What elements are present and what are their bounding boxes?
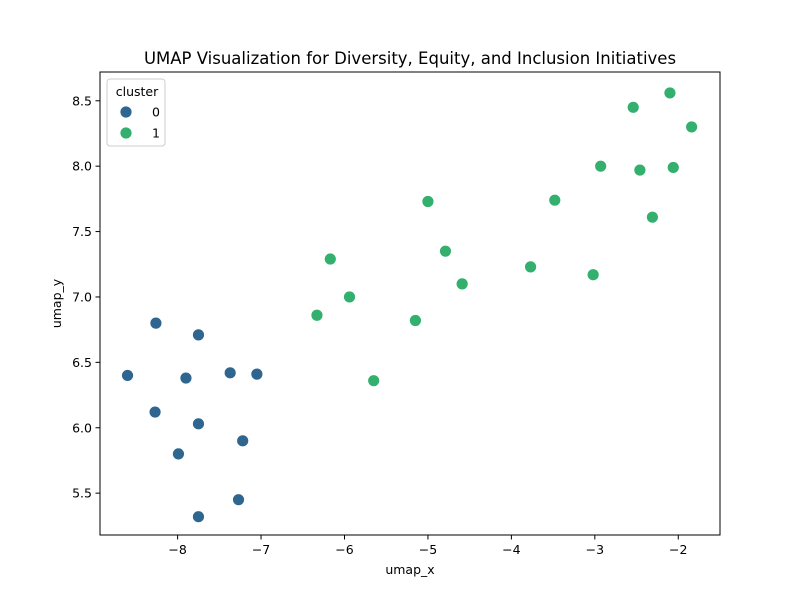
x-axis-ticks: −8 −7 −6 −5 −4 −3 −2	[168, 535, 687, 557]
cluster-1-point	[626, 100, 640, 114]
cluster-1-point	[666, 161, 680, 174]
cluster-1-point	[646, 210, 659, 224]
cluster-0-point	[121, 369, 134, 382]
legend-entries: 01	[119, 105, 160, 141]
cluster-0-point	[148, 405, 162, 419]
points-layer	[121, 86, 699, 524]
legend-label-cluster-0: 0	[152, 105, 160, 120]
legend: cluster 01	[106, 78, 166, 147]
cluster-1-point	[323, 252, 337, 266]
cluster-0-point	[179, 371, 193, 385]
y-tick-label: 6.5	[72, 355, 92, 370]
cluster-1-point	[343, 290, 356, 304]
cluster-0-point	[192, 417, 205, 431]
y-tick-label: 6.0	[72, 420, 92, 435]
x-tick-label: −8	[168, 542, 186, 557]
x-tick-label: −7	[252, 542, 270, 557]
cluster-1-point	[421, 195, 435, 208]
y-tick-label: 7.5	[72, 224, 92, 239]
cluster-1-point	[409, 314, 422, 327]
cluster-0-point	[232, 493, 245, 507]
cluster-0-point	[223, 366, 237, 380]
cluster-0-point	[192, 328, 205, 342]
cluster-1-point	[685, 120, 699, 134]
x-tick-label: −5	[419, 542, 437, 557]
x-tick-label: −2	[669, 542, 687, 557]
y-tick-label: 7.0	[72, 289, 92, 304]
cluster-0-point	[236, 434, 250, 448]
y-axis-ticks: 5.5 6.0 6.5 7.0 7.5 8.0 8.5	[72, 93, 100, 501]
cluster-1-point	[455, 277, 469, 291]
legend-marker-cluster-0	[119, 105, 133, 119]
y-tick-label: 8.5	[72, 93, 92, 108]
cluster-0-point	[250, 367, 264, 381]
cluster-1-point	[367, 374, 381, 388]
y-axis-label: umap_y	[49, 278, 64, 328]
y-tick-label: 5.5	[72, 486, 92, 501]
cluster-1-point	[310, 308, 324, 322]
legend-label-cluster-1: 1	[152, 126, 160, 141]
cluster-1-point	[548, 193, 562, 207]
cluster-0-point	[192, 510, 205, 524]
cluster-1-point	[663, 86, 677, 100]
x-tick-label: −4	[502, 542, 520, 557]
legend-marker-cluster-1	[119, 126, 133, 140]
legend-title: cluster	[116, 84, 159, 99]
cluster-1-point	[524, 260, 537, 274]
cluster-1-point	[633, 163, 647, 177]
y-tick-label: 8.0	[72, 159, 92, 174]
cluster-0-point	[172, 447, 185, 461]
x-axis-label: umap_x	[385, 562, 434, 577]
cluster-1-point	[594, 159, 608, 173]
axes-frame	[99, 71, 721, 536]
cluster-1-point	[586, 268, 600, 282]
chart-title: UMAP Visualization for Diversity, Equity…	[144, 49, 676, 68]
x-tick-label: −3	[586, 542, 604, 557]
x-tick-label: −6	[335, 542, 353, 557]
plot-area: −8 −7 −6 −5 −4 −3 −2 5.5 6.0 6.5 7.0 7.5 8.0 8.5	[72, 71, 721, 557]
cluster-0-point	[149, 316, 163, 330]
cluster-1-point	[439, 244, 452, 258]
